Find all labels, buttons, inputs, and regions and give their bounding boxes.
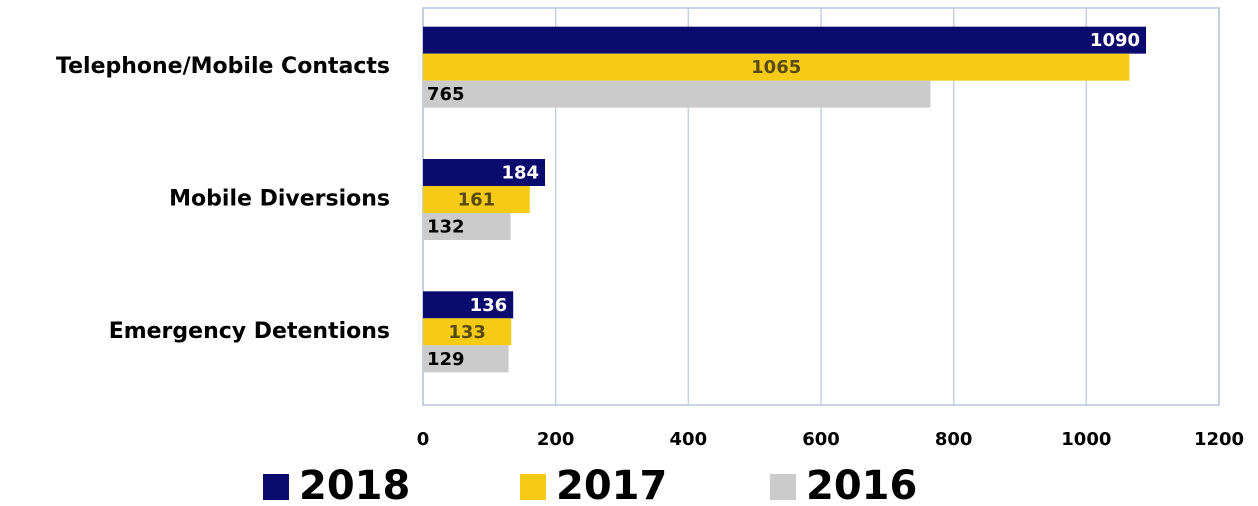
bar <box>423 159 546 186</box>
x-tick-label: 200 <box>537 429 575 450</box>
data-label: 765 <box>427 84 465 105</box>
bar <box>423 186 530 213</box>
bar <box>423 26 1147 54</box>
y-tick-label: Mobile Diversions <box>169 187 390 212</box>
legend-swatch <box>263 474 289 500</box>
data-label: 1090 <box>1090 30 1140 51</box>
x-tick-label: 400 <box>670 429 708 450</box>
bar <box>423 213 511 240</box>
legend-label: 2016 <box>806 463 917 506</box>
data-label: 132 <box>427 217 465 238</box>
bar <box>423 80 931 108</box>
bar <box>423 291 514 319</box>
x-tick-label: 1000 <box>1061 429 1111 450</box>
bar <box>423 318 512 346</box>
data-label: 161 <box>458 190 496 211</box>
data-label: 136 <box>470 295 508 316</box>
x-tick-label: 800 <box>935 429 973 450</box>
legend-swatch <box>520 474 546 500</box>
data-label: 184 <box>501 163 539 184</box>
data-label: 1065 <box>751 57 801 78</box>
legend-label: 2018 <box>299 463 410 506</box>
legend-swatch <box>770 474 796 500</box>
y-tick-label: Emergency Detentions <box>109 319 390 344</box>
y-tick-label: Telephone/Mobile Contacts <box>56 54 390 79</box>
bar <box>423 53 1130 81</box>
data-label: 133 <box>448 322 486 343</box>
x-tick-label: 600 <box>802 429 840 450</box>
legend-label: 2017 <box>556 463 667 506</box>
data-label: 129 <box>427 349 465 370</box>
bar <box>423 345 509 373</box>
x-tick-label: 0 <box>417 429 430 450</box>
x-tick-label: 1200 <box>1194 429 1244 450</box>
